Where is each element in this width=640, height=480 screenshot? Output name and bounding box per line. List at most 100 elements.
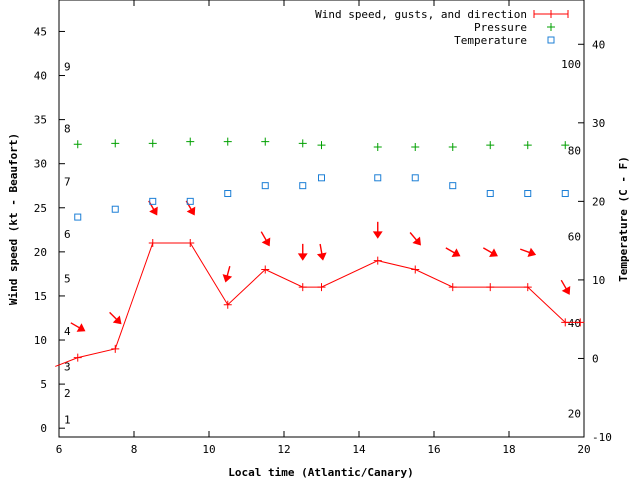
temperature-point — [111, 205, 119, 213]
arrow-head — [316, 252, 327, 261]
arrow-head — [261, 237, 271, 247]
y-tick-label: 45 — [34, 25, 47, 38]
series-layer — [55, 137, 585, 367]
x-tick-label: 14 — [352, 443, 366, 456]
arrow-head — [186, 206, 196, 216]
legend: Wind speed, gusts, and directionPressure… — [315, 8, 569, 47]
pressure-point — [317, 141, 326, 150]
wind-speed-point — [523, 283, 532, 292]
y2-tick-label: 30 — [592, 117, 605, 130]
wind-direction-arrow — [445, 247, 461, 257]
temperature-point — [411, 174, 419, 182]
beaufort-label: 9 — [64, 61, 71, 74]
pressure-point — [486, 141, 495, 150]
x-tick-label: 16 — [427, 443, 440, 456]
temperature-point — [186, 197, 194, 205]
pressure-point — [561, 141, 570, 150]
y2-tick-label: 20 — [592, 195, 605, 208]
beaufort-label: 3 — [64, 360, 71, 373]
temperature-point — [224, 190, 232, 198]
wind-speed-point — [186, 239, 195, 248]
wind-direction-arrow — [222, 265, 233, 283]
legend-swatch-marker — [533, 10, 569, 18]
legend-label: Wind speed, gusts, and direction — [315, 8, 527, 21]
y2-axis-label: Temperature (C - F) — [617, 156, 630, 282]
wind-direction-arrow — [70, 322, 86, 332]
y2-tick-label: 40 — [592, 38, 605, 51]
pressure-point — [186, 137, 195, 146]
wind-direction-arrow — [560, 279, 571, 295]
wind-speed-point — [411, 265, 420, 274]
arrow-head — [527, 247, 537, 258]
wind-speed-point — [73, 353, 82, 362]
temperature-point — [374, 174, 382, 182]
y2-tick-label: 10 — [592, 274, 605, 287]
wind-speed-point — [486, 283, 495, 292]
legend-swatch-marker — [547, 23, 555, 31]
wind-speed-point — [317, 283, 326, 292]
x-tick-label: 12 — [277, 443, 290, 456]
beaufort-label: 5 — [64, 272, 71, 285]
axes-layer: 6 8 10 12 14 16 18 20051015202530354045-1001020… — [34, 0, 612, 456]
fahrenheit-label: 80 — [568, 144, 581, 157]
pressure-point — [411, 142, 420, 151]
temperature-point — [299, 182, 307, 190]
fahrenheit-label: 40 — [568, 317, 581, 330]
wind-direction-arrow — [185, 200, 196, 216]
pressure-point — [73, 140, 82, 149]
wind-speed-point — [148, 239, 157, 248]
wind-direction-arrow — [148, 200, 158, 216]
beaufort-label: 7 — [64, 175, 71, 188]
wind-direction-arrow — [519, 247, 537, 258]
temperature-point — [561, 190, 569, 198]
arrow-head — [372, 231, 383, 239]
wind-speed-point — [298, 283, 307, 292]
temperature-point — [318, 174, 325, 182]
y-tick-label: 5 — [40, 378, 47, 391]
fahrenheit-label: 60 — [568, 231, 581, 244]
arrow-head — [412, 236, 421, 246]
wind-speed-point — [576, 318, 585, 327]
y-tick-label: 20 — [34, 246, 47, 259]
beaufort-label: 1 — [64, 413, 71, 426]
temperature-point — [486, 190, 494, 198]
legend-swatch-marker — [547, 36, 555, 44]
wind-direction-arrow — [297, 243, 308, 261]
y-tick-label: 35 — [34, 114, 47, 127]
arrow-head — [489, 248, 498, 257]
arrow-head — [76, 323, 86, 332]
wind-direction-arrow — [316, 243, 327, 261]
wind-direction-arrow — [409, 232, 421, 246]
wind-speed-point — [561, 318, 570, 327]
y-tick-label: 25 — [34, 202, 47, 215]
wind-direction-arrow — [482, 247, 498, 257]
arrow-head — [112, 315, 122, 325]
y-tick-label: 40 — [34, 70, 47, 83]
pressure-point — [373, 142, 382, 151]
temperature-point — [524, 190, 532, 198]
y-tick-label: 30 — [34, 158, 47, 171]
temperature-point — [149, 197, 157, 205]
wind-speed-point — [223, 300, 232, 309]
fahrenheit-label: 100 — [561, 58, 581, 71]
arrow-head — [561, 285, 571, 295]
wind-speed-point — [111, 344, 120, 353]
temperature-point — [261, 182, 269, 190]
wind-speed-point — [448, 283, 457, 292]
y2-tick-label: -10 — [592, 431, 612, 444]
arrow-head — [297, 253, 308, 261]
pressure-point — [298, 139, 307, 148]
wind-speed-line — [55, 242, 581, 367]
beaufort-label: 4 — [64, 325, 71, 338]
wind-direction-arrow — [109, 311, 122, 325]
y2-tick-label: 0 — [592, 352, 599, 365]
wind-direction-arrow — [372, 221, 383, 239]
x-tick-label: 8 — [131, 443, 138, 456]
beaufort-label: 8 — [64, 122, 71, 135]
x-tick-label: 10 — [202, 443, 215, 456]
temperature-point — [74, 213, 82, 221]
pressure-point — [448, 142, 457, 151]
x-axis-label: Local time (Atlantic/Canary) — [228, 466, 413, 479]
wind-speed-point — [373, 256, 382, 265]
